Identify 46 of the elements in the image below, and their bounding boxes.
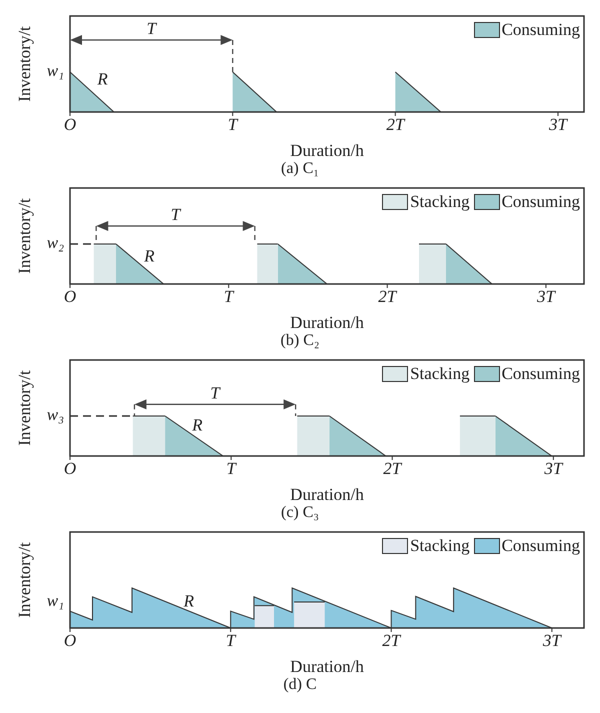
y-axis-title: Inventory/t xyxy=(14,542,34,618)
x-tick-label: O xyxy=(64,287,76,306)
x-tick-label: 3T xyxy=(542,631,562,650)
x-tick-label: 2T xyxy=(378,287,398,306)
legend-label: Consuming xyxy=(500,20,580,40)
x-tick-label: 2T xyxy=(383,459,403,478)
legend-label: Consuming xyxy=(500,364,580,384)
x-tick-label: T xyxy=(226,631,237,650)
x-tick-label: 3T xyxy=(548,115,568,134)
x-tick-label: O xyxy=(64,631,76,650)
text: (b) C₂ xyxy=(280,332,320,350)
text: T xyxy=(170,205,182,224)
text: w₁ xyxy=(46,590,64,610)
x-tick-label: 3T xyxy=(536,287,556,306)
x-axis-title: Duration/h xyxy=(290,485,364,504)
y-axis-title: Inventory/t xyxy=(14,26,34,102)
x-tick-label: 2T xyxy=(382,631,402,650)
ref-line-label: w₃ xyxy=(46,404,64,424)
x-tick-label: O xyxy=(64,459,76,478)
annotation: R xyxy=(191,415,204,434)
x-axis-title: Duration/h xyxy=(290,141,364,160)
ref-line-label: w₂ xyxy=(46,232,64,252)
y-axis-title: Inventory/t xyxy=(14,198,34,274)
legend-label: Stacking xyxy=(409,536,470,556)
legend-label: Consuming xyxy=(500,192,580,212)
x-tick-label: 3T xyxy=(543,459,564,478)
annotation: R xyxy=(96,70,108,89)
legend-label: Consuming xyxy=(500,536,580,556)
x-tick-label: O xyxy=(64,115,76,134)
text: T xyxy=(146,19,158,38)
x-tick-label: T xyxy=(228,115,239,134)
x-tick-label: T xyxy=(224,287,235,306)
text: T xyxy=(210,383,222,402)
legend-label: Stacking xyxy=(409,192,470,212)
x-tick-label: 2T xyxy=(386,115,406,134)
legend-label: Stacking xyxy=(409,364,470,384)
x-axis-title: Duration/h xyxy=(290,657,364,676)
text: w₁ xyxy=(46,60,64,80)
x-axis-title: Duration/h xyxy=(290,313,364,332)
annotation: R xyxy=(143,246,156,266)
text: (c) C₃ xyxy=(280,504,320,522)
text: (d) C xyxy=(282,676,318,694)
x-tick-label: T xyxy=(226,459,238,478)
text: (a) C₁ xyxy=(280,160,320,178)
y-axis-title: Inventory/t xyxy=(14,370,34,446)
annotation: R xyxy=(182,591,195,610)
